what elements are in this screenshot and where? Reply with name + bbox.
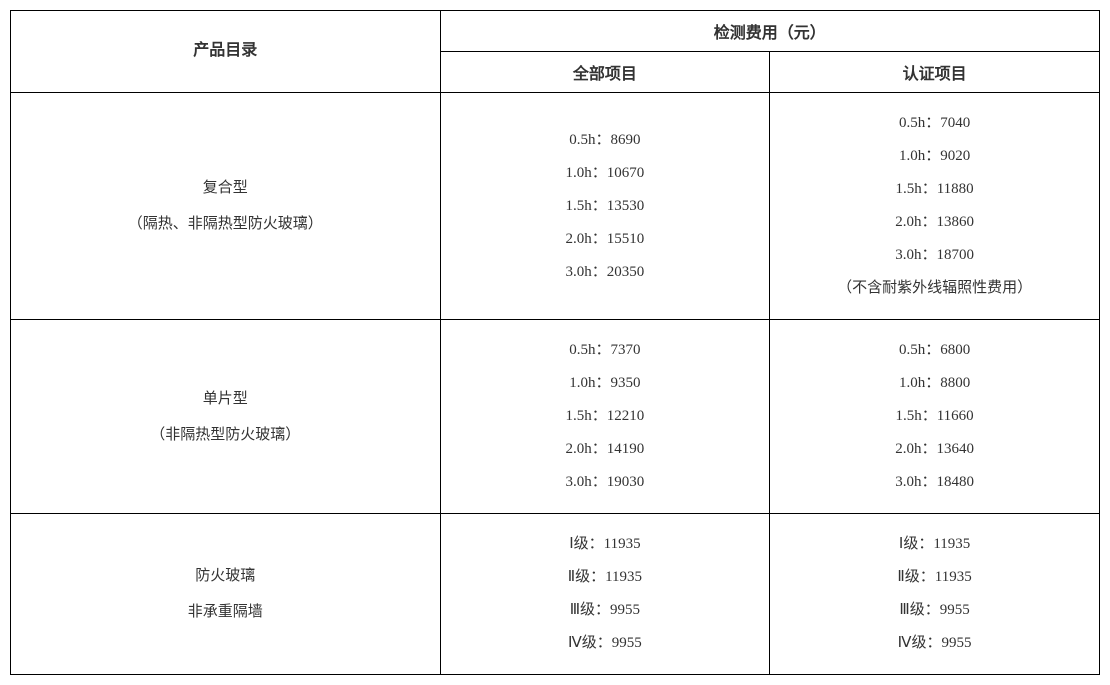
price-line: Ⅰ级：11935	[445, 528, 766, 561]
price-line: 1.0h：9020	[774, 140, 1095, 173]
all-items-cell: 0.5h：86901.0h：106701.5h：135302.0h：155103…	[440, 93, 770, 320]
table-row: 复合型（隔热、非隔热型防火玻璃）0.5h：86901.0h：106701.5h：…	[11, 93, 1100, 320]
header-all-items: 全部项目	[440, 52, 770, 93]
catalog-line: 非承重隔墙	[15, 594, 436, 630]
catalog-line: （隔热、非隔热型防火玻璃）	[15, 206, 436, 242]
catalog-cell: 防火玻璃非承重隔墙	[11, 514, 441, 675]
price-line: 2.0h：13640	[774, 433, 1095, 466]
catalog-line: 防火玻璃	[15, 558, 436, 594]
price-line: Ⅳ级：9955	[445, 627, 766, 660]
price-line: 2.0h：15510	[445, 223, 766, 256]
price-line: 0.5h：6800	[774, 334, 1095, 367]
cert-items-cell: Ⅰ级：11935Ⅱ级：11935Ⅲ级：9955Ⅳ级：9955	[770, 514, 1100, 675]
header-cert-items: 认证项目	[770, 52, 1100, 93]
price-line: 0.5h：7040	[774, 107, 1095, 140]
price-line: 1.5h：11660	[774, 400, 1095, 433]
catalog-line: 单片型	[15, 381, 436, 417]
table-body: 复合型（隔热、非隔热型防火玻璃）0.5h：86901.0h：106701.5h：…	[11, 93, 1100, 675]
catalog-cell: 复合型（隔热、非隔热型防火玻璃）	[11, 93, 441, 320]
price-line: 3.0h：19030	[445, 466, 766, 499]
table-row: 单片型（非隔热型防火玻璃）0.5h：73701.0h：93501.5h：1221…	[11, 320, 1100, 514]
price-line: 3.0h：18480	[774, 466, 1095, 499]
header-fee-group: 检测费用（元）	[440, 11, 1099, 52]
price-line: （不含耐紫外线辐照性费用）	[774, 272, 1095, 305]
table-row: 防火玻璃非承重隔墙Ⅰ级：11935Ⅱ级：11935Ⅲ级：9955Ⅳ级：9955Ⅰ…	[11, 514, 1100, 675]
catalog-cell: 单片型（非隔热型防火玻璃）	[11, 320, 441, 514]
price-line: 1.0h：10670	[445, 157, 766, 190]
price-line: Ⅱ级：11935	[774, 561, 1095, 594]
all-items-cell: 0.5h：73701.0h：93501.5h：122102.0h：141903.…	[440, 320, 770, 514]
catalog-line: 复合型	[15, 170, 436, 206]
all-items-cell: Ⅰ级：11935Ⅱ级：11935Ⅲ级：9955Ⅳ级：9955	[440, 514, 770, 675]
price-line: 0.5h：7370	[445, 334, 766, 367]
cert-items-cell: 0.5h：70401.0h：90201.5h：118802.0h：138603.…	[770, 93, 1100, 320]
header-catalog: 产品目录	[11, 11, 441, 93]
price-line: Ⅰ级：11935	[774, 528, 1095, 561]
price-line: 1.5h：13530	[445, 190, 766, 223]
price-line: Ⅳ级：9955	[774, 627, 1095, 660]
price-line: 1.5h：11880	[774, 173, 1095, 206]
price-line: 0.5h：8690	[445, 124, 766, 157]
price-line: Ⅲ级：9955	[445, 594, 766, 627]
catalog-line: （非隔热型防火玻璃）	[15, 417, 436, 453]
price-line: 3.0h：18700	[774, 239, 1095, 272]
price-line: 2.0h：13860	[774, 206, 1095, 239]
price-line: 1.0h：8800	[774, 367, 1095, 400]
price-line: 3.0h：20350	[445, 256, 766, 289]
price-line: 1.5h：12210	[445, 400, 766, 433]
price-line: 1.0h：9350	[445, 367, 766, 400]
price-line: Ⅲ级：9955	[774, 594, 1095, 627]
price-line: Ⅱ级：11935	[445, 561, 766, 594]
pricing-table: 产品目录 检测费用（元） 全部项目 认证项目 复合型（隔热、非隔热型防火玻璃）0…	[10, 10, 1100, 675]
cert-items-cell: 0.5h：68001.0h：88001.5h：116602.0h：136403.…	[770, 320, 1100, 514]
price-line: 2.0h：14190	[445, 433, 766, 466]
